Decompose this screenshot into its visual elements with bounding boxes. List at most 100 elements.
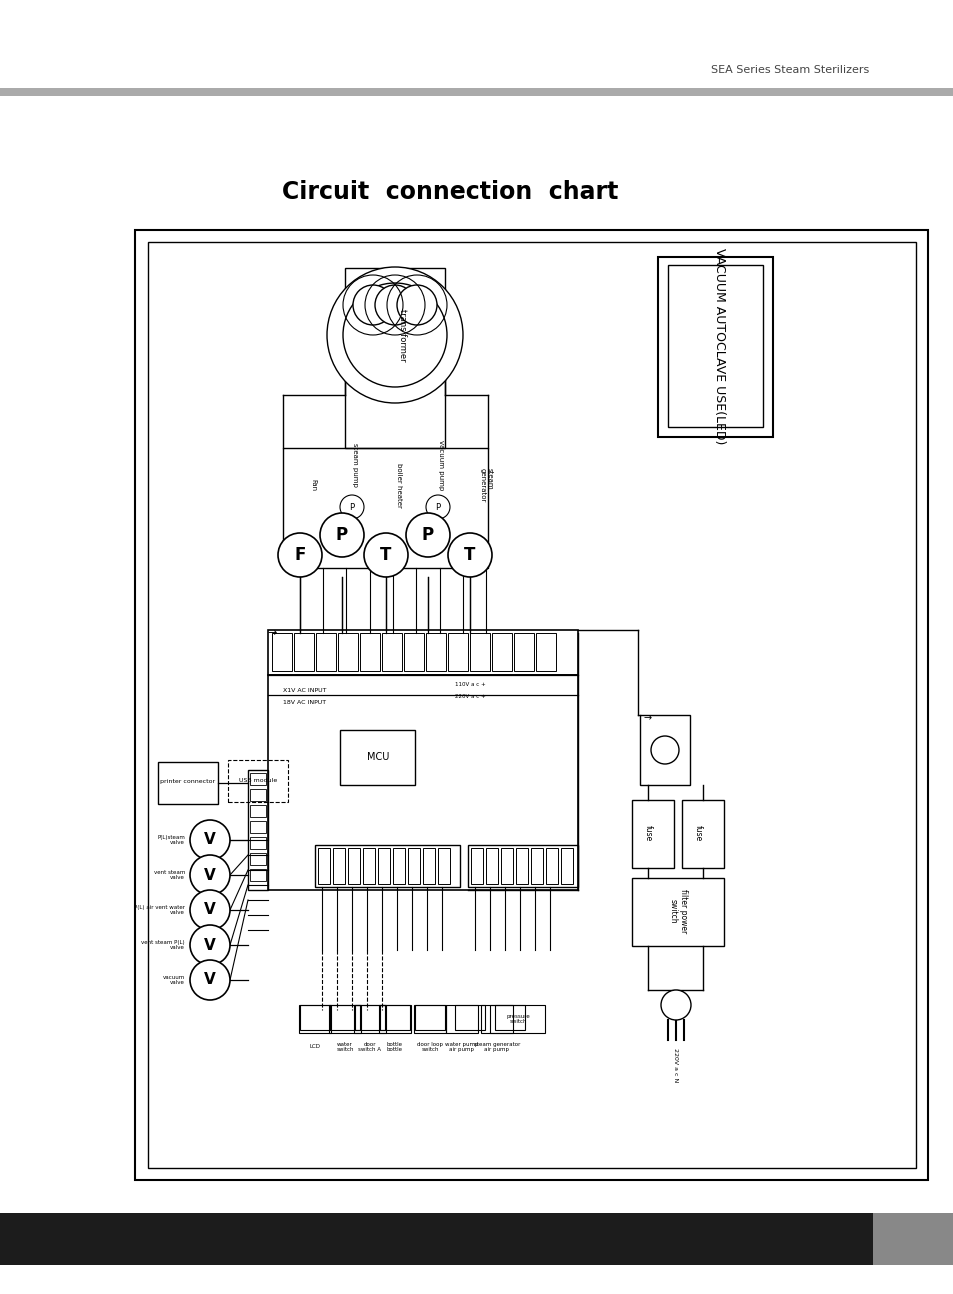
Bar [545,848,558,884]
Text: steam
generator: steam generator [479,468,493,502]
Text: P: P [421,525,434,543]
Bar [403,633,423,672]
Text: P(L)steam
valve: P(L)steam valve [157,835,185,845]
Bar [560,848,573,884]
Bar [437,848,450,884]
Text: fuse: fuse [643,824,652,841]
Text: P: P [335,525,348,543]
Text: 110V a c +: 110V a c + [455,682,485,687]
Bar [446,1005,477,1033]
Bar [468,845,578,886]
Circle shape [406,512,450,556]
Text: →: → [643,713,652,723]
Text: vent steam P(L)
valve: vent steam P(L) valve [141,939,185,950]
Bar [333,848,345,884]
Circle shape [277,533,322,577]
Bar [631,800,673,868]
Text: V: V [204,832,215,848]
Text: V: V [204,902,215,917]
Bar [485,848,497,884]
Text: steam pump: steam pump [352,443,357,487]
Text: vacuum
valve: vacuum valve [163,974,185,986]
Text: T: T [380,546,392,564]
Text: F: F [294,546,305,564]
Bar [500,848,513,884]
Bar [315,633,335,672]
Bar [250,820,266,833]
Text: V: V [204,973,215,987]
Circle shape [327,267,462,402]
Text: door
switch A: door switch A [358,1042,381,1052]
Bar [531,848,542,884]
Circle shape [660,990,690,1020]
Bar [250,789,266,801]
Text: Operation manual: Operation manual [620,1231,818,1250]
Text: USB module: USB module [238,778,276,783]
Text: P: P [349,502,355,511]
Circle shape [448,533,492,577]
Bar [415,1005,444,1030]
Bar [681,800,723,868]
Bar [354,1005,386,1033]
Bar [294,633,314,672]
Bar [158,762,218,804]
Bar [381,633,401,672]
Text: MCU: MCU [366,752,389,762]
Bar [414,1005,446,1033]
Bar [317,848,330,884]
Bar [378,1005,411,1033]
Bar [426,633,446,672]
Text: X1V AC INPUT: X1V AC INPUT [283,687,326,692]
Bar [363,848,375,884]
Circle shape [353,285,393,325]
Circle shape [339,496,364,519]
Text: P: P [435,502,440,511]
Bar [148,242,915,1168]
Bar [667,265,762,427]
Text: 25: 25 [899,1231,927,1250]
Text: VACUUM AUTOCLAVE USE(LED): VACUUM AUTOCLAVE USE(LED) [713,248,726,444]
Bar [268,630,578,675]
Bar [480,1005,513,1033]
Text: LCD: LCD [309,1044,320,1049]
Bar [422,848,435,884]
Circle shape [396,285,436,325]
Bar [0,88,953,96]
Bar [393,848,405,884]
Circle shape [375,285,415,325]
Circle shape [190,925,230,965]
Bar [490,1005,544,1033]
Text: Circuit  connection  chart: Circuit connection chart [281,180,618,204]
Bar [348,848,359,884]
Bar [250,773,266,785]
Circle shape [650,736,679,763]
Circle shape [319,512,364,556]
Bar [298,1005,331,1033]
Text: steam generator
air pump: steam generator air pump [474,1042,519,1052]
Text: door loop
switch: door loop switch [416,1042,442,1052]
Bar [379,1005,410,1030]
Circle shape [190,890,230,930]
Text: water pump
air pump: water pump air pump [445,1042,478,1052]
Text: →: → [267,628,276,638]
Bar [455,1005,484,1030]
Circle shape [190,855,230,895]
Bar [250,870,266,881]
Text: SEA Series Steam Sterilizers: SEA Series Steam Sterilizers [710,65,868,75]
Bar [658,258,772,437]
Bar [631,879,723,946]
Bar [299,1005,330,1030]
Text: 220V a c N: 220V a c N [673,1048,678,1082]
Circle shape [343,283,447,387]
Bar [516,848,527,884]
Bar [339,730,415,785]
Bar [448,633,468,672]
Bar [283,448,488,568]
Text: V: V [204,937,215,952]
Bar [492,633,512,672]
Circle shape [190,820,230,861]
Bar [250,805,266,817]
Bar [471,848,482,884]
Bar [514,633,534,672]
Text: fuse: fuse [693,824,701,841]
